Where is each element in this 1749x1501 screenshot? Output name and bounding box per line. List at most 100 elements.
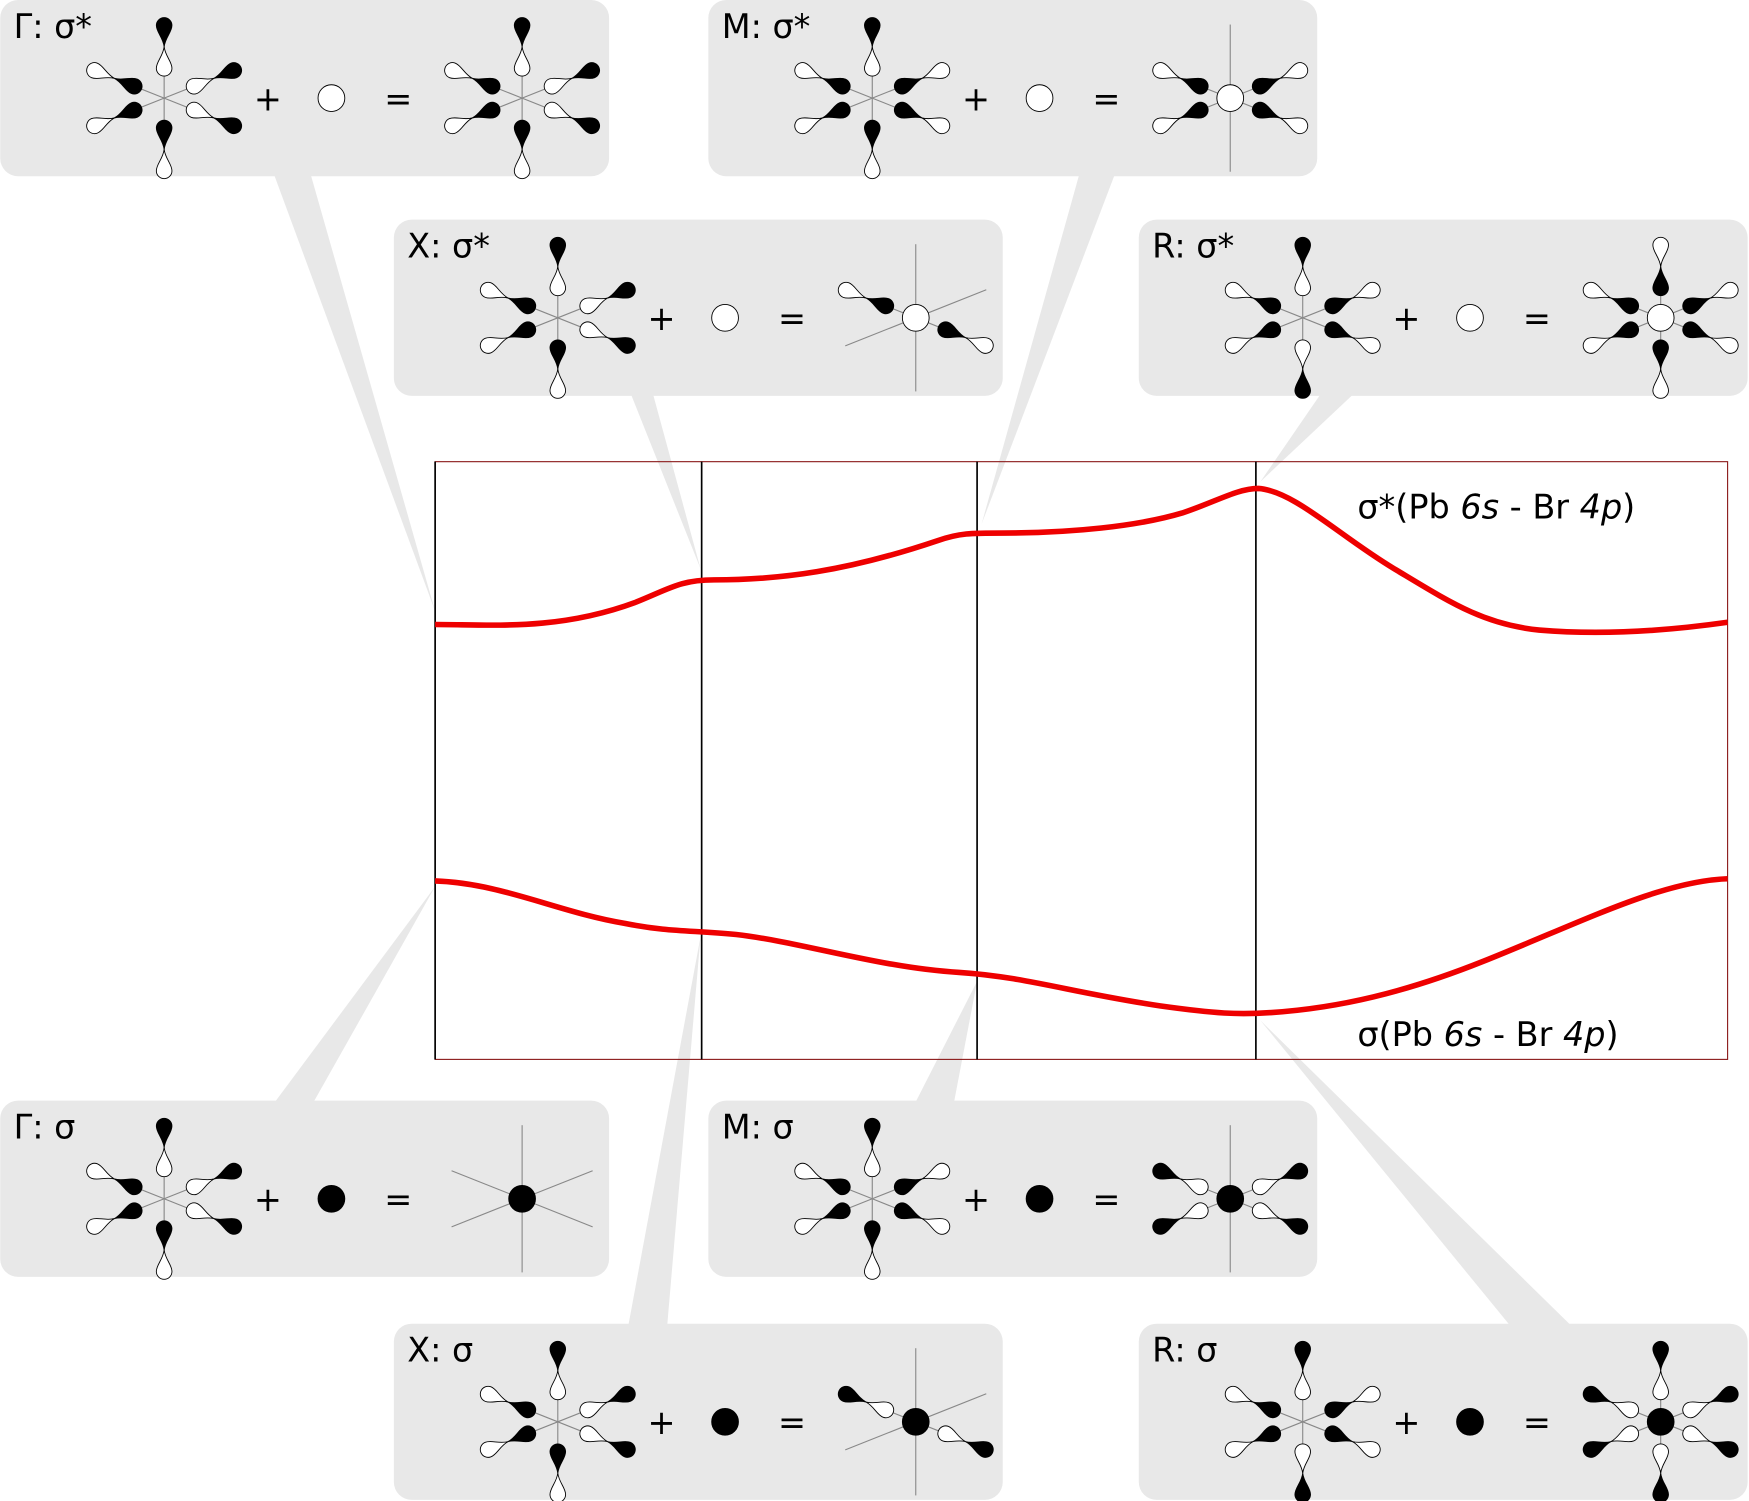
panel-label: X: σ (407, 1331, 473, 1370)
orbital-lobe (479, 1385, 509, 1403)
orbital-lobe (507, 1401, 537, 1419)
chart-frame (434, 461, 1729, 1060)
s-orbital (711, 1407, 739, 1436)
orbital-lobe (1279, 1218, 1309, 1235)
orbital-lobe (1294, 1443, 1311, 1474)
orbital-lobe (571, 62, 601, 79)
orbital-lobe (1582, 1385, 1612, 1403)
orbital-lobe (579, 1425, 608, 1443)
orbital-lobe (1294, 266, 1311, 297)
equals-sign: = (384, 1180, 412, 1219)
orbital-lobe (921, 62, 951, 79)
orbital-lobe (965, 1441, 994, 1458)
band-label-part: - Br (1499, 488, 1580, 527)
s-orbital (1025, 84, 1054, 112)
orbital-lobe (864, 149, 881, 180)
equals-sign: = (778, 299, 806, 338)
s-orbital (1456, 303, 1484, 332)
orbital-lobe (837, 281, 867, 299)
orbital-lobe (1324, 321, 1353, 339)
plus-sign: + (962, 1180, 990, 1219)
orbital-lobe (937, 321, 966, 339)
orbital-lobe (1152, 1162, 1181, 1180)
orbital-lobe (1294, 339, 1311, 370)
equals-sign: = (1523, 1403, 1551, 1442)
band-label-part: ) (1605, 1015, 1618, 1054)
orbital-lobe (1224, 337, 1254, 354)
orbital-lobe (507, 321, 537, 339)
orbital-lobe (1610, 297, 1640, 315)
orbital-lobe (472, 77, 501, 95)
orbital-lobe (794, 117, 823, 135)
panel: Γ: σ* + = (0, 0, 610, 180)
orbital-lobe (213, 62, 243, 79)
orbital-lobe (794, 1218, 823, 1235)
orbital-lobe (607, 337, 636, 354)
orbital-lobe (865, 297, 895, 315)
band-curve (435, 485, 1728, 636)
orbital-lobe (549, 236, 567, 267)
orbital-lobe (1252, 297, 1282, 315)
orbital-lobe (549, 266, 567, 297)
orbital-lobe (937, 1425, 966, 1443)
orbital-lobe (543, 101, 573, 119)
orbital-lobe (1279, 62, 1309, 79)
orbital-lobe (1652, 236, 1669, 267)
orbital-lobe (114, 77, 143, 95)
band-label-part: 6s (1444, 1015, 1483, 1054)
orbital-lobe (549, 1473, 567, 1501)
orbital-lobe (1582, 281, 1612, 299)
orbital-lobe (822, 77, 851, 95)
s-orbital (901, 1407, 930, 1436)
s-orbital (1456, 1407, 1484, 1436)
callout (981, 172, 1116, 525)
orbital-lobe (114, 101, 143, 119)
orbital-lobe (1710, 1441, 1739, 1458)
panel-label: Γ: σ* (14, 7, 92, 46)
band-label-part: σ(Pb (1357, 1015, 1443, 1054)
band-curve (435, 875, 1728, 1017)
orbital-lobe (1352, 1385, 1381, 1403)
orbital-lobe (921, 1218, 951, 1235)
panel: M: σ* + = (708, 0, 1318, 180)
orbital-lobe (1682, 1401, 1711, 1419)
orbital-lobe (579, 297, 608, 315)
orbital-lobe (1294, 369, 1311, 399)
orbital-lobe (1251, 101, 1281, 119)
panel: R: σ* + = (1138, 219, 1748, 399)
callout (628, 936, 701, 1328)
orbital-lobe (213, 1162, 243, 1180)
orbital-lobe (1252, 321, 1282, 339)
callout (630, 392, 701, 569)
orbital-lobe (1652, 266, 1669, 297)
s-orbital (1025, 1184, 1054, 1213)
panel-label: M: σ* (722, 7, 811, 46)
orbital-lobe (864, 1250, 881, 1280)
orbital-lobe (864, 1220, 881, 1251)
orbital-lobe (864, 1117, 881, 1148)
panel-box (393, 1323, 1003, 1500)
orbital-lobe (1610, 1425, 1640, 1443)
orbital-lobe (1251, 1202, 1281, 1220)
orbital-lobe (155, 1147, 173, 1178)
orbital-lobe (822, 1202, 851, 1220)
band-label-part: ) (1622, 488, 1635, 527)
orbital-lobe (571, 117, 601, 135)
orbital-lobe (1652, 1340, 1669, 1371)
orbital-lobe (579, 321, 608, 339)
orbital-lobe (607, 1385, 636, 1403)
orbital-lobe (965, 337, 994, 354)
orbital-lobe (549, 369, 567, 399)
orbital-lobe (114, 1202, 143, 1220)
equals-sign: = (1092, 79, 1120, 118)
s-orbital (1646, 1407, 1675, 1436)
orbital-lobe (155, 1250, 173, 1280)
orbital-lobe (1252, 1425, 1282, 1443)
orbital-lobe (1180, 1202, 1209, 1220)
orbital-lobe (86, 117, 115, 135)
callout (273, 172, 436, 612)
orbital-lobe (864, 46, 881, 77)
orbital-lobe (1294, 1340, 1311, 1371)
